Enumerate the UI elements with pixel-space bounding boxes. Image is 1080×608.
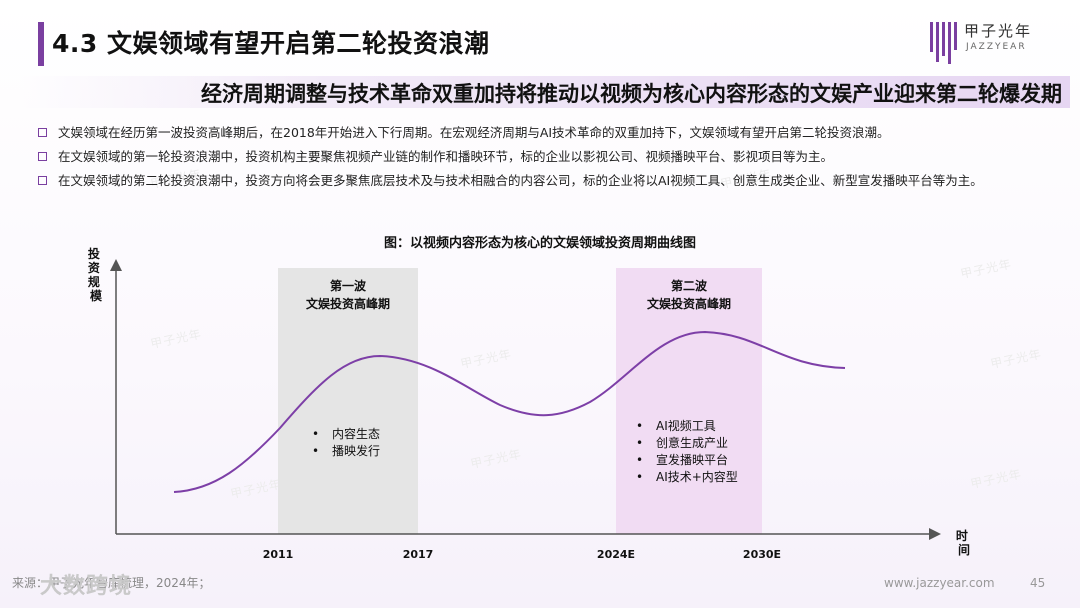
- logo-subtext: JAZZYEAR: [966, 42, 1027, 52]
- bullet-square-icon: [38, 128, 47, 137]
- x-axis-label: 时 间: [956, 528, 972, 557]
- page-title: 4.3 文娱领域有望开启第二轮投资浪潮: [52, 29, 490, 58]
- wave-1-label-line1: 第一波: [330, 278, 367, 293]
- wave-1-item: 播映发行: [332, 443, 380, 458]
- wave-1-region: [278, 268, 418, 534]
- bullet-list: 文娱领域在经历第一波投资高峰期后，在2018年开始进入下行周期。在宏观经济周期与…: [38, 124, 1068, 196]
- wave-2-label-line1: 第二波: [671, 278, 708, 293]
- footer-watermark-brand: 大数跨境: [40, 574, 133, 599]
- subtitle-banner: 经济周期调整与技术革命双重加持将推动以视频为核心内容形态的文娱产业迎来第二轮爆发…: [20, 74, 1070, 110]
- wave-1-item: 内容生态: [332, 426, 380, 441]
- footer-url[interactable]: www.jazzyear.com: [884, 576, 995, 590]
- logo-mark-icon: [930, 22, 957, 64]
- investment-cycle-curve: [173, 330, 846, 493]
- wave-2-bullet-icon: •: [636, 453, 643, 467]
- brand-logo: 甲子光年 JAZZYEAR: [928, 18, 1046, 68]
- logo-name: 甲子光年: [964, 22, 1033, 40]
- wave-1-label-line2: 文娱投资高峰期: [306, 296, 390, 311]
- bullet-item: 在文娱领域的第一轮投资浪潮中，投资机构主要聚焦视频产业链的制作和播映环节，标的企…: [38, 148, 1068, 172]
- x-tick-label: 2030E: [743, 548, 781, 561]
- bullet-item: 文娱领域在经历第一波投资高峰期后，在2018年开始进入下行周期。在宏观经济周期与…: [38, 124, 1068, 148]
- wave-2-item: 创意生成产业: [656, 435, 728, 450]
- bullet-square-icon: [38, 176, 47, 185]
- wave-2-bullet-icon: •: [636, 436, 643, 450]
- wave-1-bullet-icon: •: [312, 427, 319, 441]
- wave-2-item: AI视频工具: [656, 418, 716, 433]
- wave-2-label-line2: 文娱投资高峰期: [647, 296, 731, 311]
- wave-2-bullet-icon: •: [636, 470, 643, 484]
- y-axis-label: 投 资 规 模: [88, 246, 104, 303]
- page-number: 45: [1030, 576, 1046, 590]
- wave-1-items: • 内容生态 • 播映发行: [312, 426, 380, 458]
- chart-title: 图：以视频内容形态为核心的文娱领域投资周期曲线图: [383, 236, 696, 251]
- x-tick-label: 2017: [403, 548, 434, 561]
- source-note: 来源：甲子光年智库梳理，2024年；: [12, 576, 211, 590]
- bullet-square-icon: [38, 152, 47, 161]
- wave-1-bullet-icon: •: [312, 444, 319, 458]
- bullet-item: 在文娱领域的第二轮投资浪潮中，投资方向将会更多聚焦底层技术及与技术相融合的内容公…: [38, 172, 1068, 196]
- wave-2-item: 宣发播映平台: [656, 452, 728, 467]
- wave-2-region: [616, 268, 762, 534]
- x-tick-label: 2024E: [597, 548, 635, 561]
- subtitle: 经济周期调整与技术革命双重加持将推动以视频为核心内容形态的文娱产业迎来第二轮爆发…: [201, 82, 1062, 106]
- wave-2-bullet-icon: •: [636, 419, 643, 433]
- title-accent-bar: [38, 22, 44, 66]
- x-tick-label: 2011: [263, 548, 294, 561]
- wave-2-item: AI技术+内容型: [656, 469, 738, 484]
- wave-2-items: • AI视频工具 • 创意生成产业 • 宣发播映平台 • AI技术+内容型: [636, 418, 738, 484]
